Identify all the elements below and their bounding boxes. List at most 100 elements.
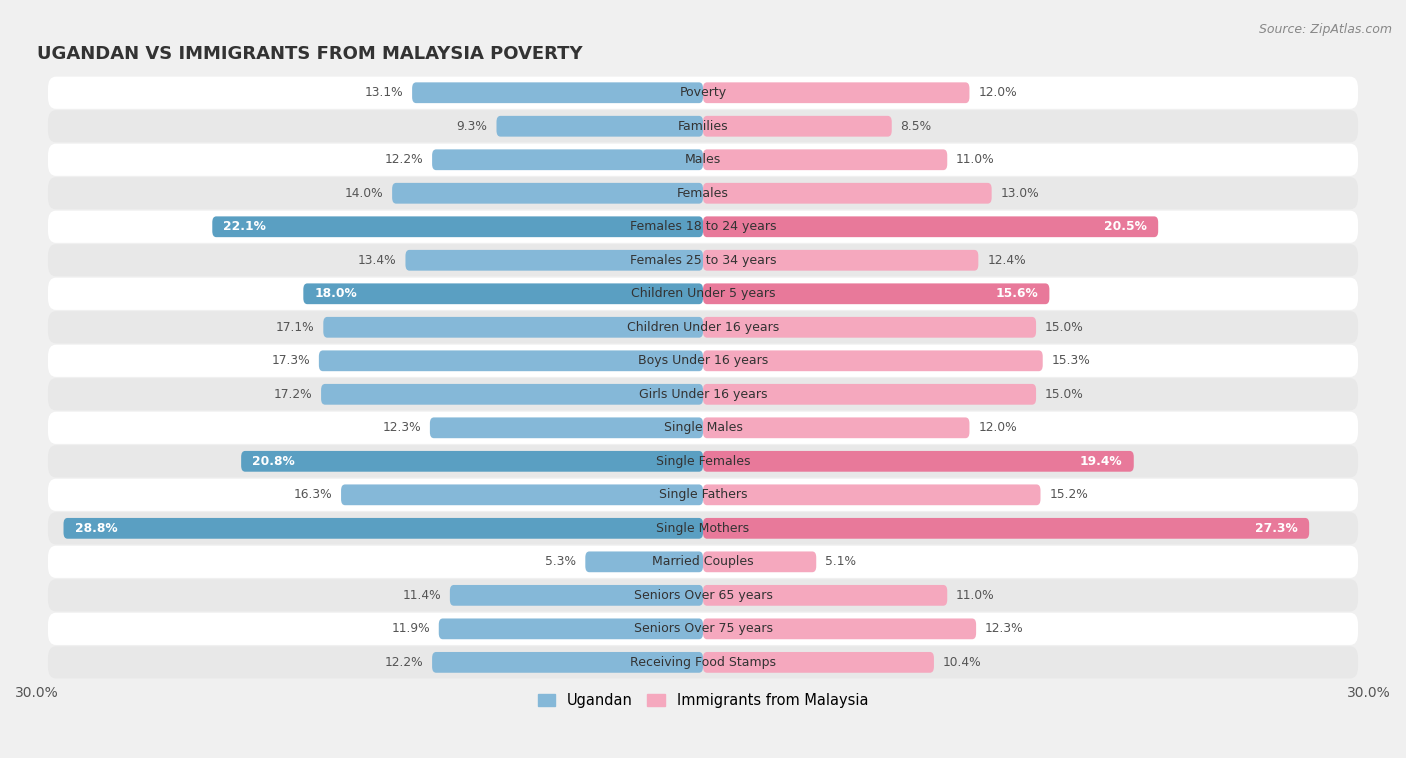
- Text: Children Under 16 years: Children Under 16 years: [627, 321, 779, 334]
- Text: Receiving Food Stamps: Receiving Food Stamps: [630, 656, 776, 669]
- FancyBboxPatch shape: [585, 552, 703, 572]
- FancyBboxPatch shape: [703, 317, 1036, 337]
- Text: 5.1%: 5.1%: [825, 556, 856, 568]
- FancyBboxPatch shape: [48, 211, 1358, 243]
- Text: 11.9%: 11.9%: [391, 622, 430, 635]
- Text: 17.1%: 17.1%: [276, 321, 315, 334]
- FancyBboxPatch shape: [703, 350, 1043, 371]
- Text: 12.2%: 12.2%: [385, 656, 423, 669]
- FancyBboxPatch shape: [48, 579, 1358, 612]
- Legend: Ugandan, Immigrants from Malaysia: Ugandan, Immigrants from Malaysia: [531, 688, 875, 714]
- Text: 27.3%: 27.3%: [1256, 522, 1298, 535]
- FancyBboxPatch shape: [323, 317, 703, 337]
- Text: Females 25 to 34 years: Females 25 to 34 years: [630, 254, 776, 267]
- FancyBboxPatch shape: [342, 484, 703, 506]
- Text: Males: Males: [685, 153, 721, 166]
- FancyBboxPatch shape: [48, 110, 1358, 143]
- Text: UGANDAN VS IMMIGRANTS FROM MALAYSIA POVERTY: UGANDAN VS IMMIGRANTS FROM MALAYSIA POVE…: [37, 45, 582, 64]
- FancyBboxPatch shape: [63, 518, 703, 539]
- FancyBboxPatch shape: [48, 177, 1358, 209]
- Text: Single Males: Single Males: [664, 421, 742, 434]
- FancyBboxPatch shape: [703, 183, 991, 204]
- FancyBboxPatch shape: [450, 585, 703, 606]
- FancyBboxPatch shape: [703, 384, 1036, 405]
- FancyBboxPatch shape: [703, 484, 1040, 506]
- FancyBboxPatch shape: [430, 418, 703, 438]
- FancyBboxPatch shape: [48, 144, 1358, 176]
- Text: 14.0%: 14.0%: [344, 186, 384, 200]
- FancyBboxPatch shape: [703, 116, 891, 136]
- FancyBboxPatch shape: [703, 418, 970, 438]
- FancyBboxPatch shape: [48, 647, 1358, 678]
- FancyBboxPatch shape: [703, 451, 1133, 471]
- FancyBboxPatch shape: [432, 149, 703, 170]
- Text: Married Couples: Married Couples: [652, 556, 754, 568]
- Text: 5.3%: 5.3%: [546, 556, 576, 568]
- FancyBboxPatch shape: [405, 250, 703, 271]
- FancyBboxPatch shape: [703, 619, 976, 639]
- Text: 13.1%: 13.1%: [364, 86, 404, 99]
- FancyBboxPatch shape: [48, 612, 1358, 645]
- Text: 11.0%: 11.0%: [956, 153, 995, 166]
- Text: 13.4%: 13.4%: [359, 254, 396, 267]
- Text: 18.0%: 18.0%: [315, 287, 357, 300]
- Text: Single Mothers: Single Mothers: [657, 522, 749, 535]
- Text: 11.4%: 11.4%: [402, 589, 441, 602]
- FancyBboxPatch shape: [703, 83, 970, 103]
- Text: 20.5%: 20.5%: [1104, 221, 1147, 233]
- Text: 17.3%: 17.3%: [271, 354, 309, 368]
- Text: 12.3%: 12.3%: [986, 622, 1024, 635]
- Text: 15.0%: 15.0%: [1045, 321, 1084, 334]
- Text: 8.5%: 8.5%: [901, 120, 932, 133]
- FancyBboxPatch shape: [319, 350, 703, 371]
- Text: 16.3%: 16.3%: [294, 488, 332, 501]
- FancyBboxPatch shape: [48, 312, 1358, 343]
- FancyBboxPatch shape: [48, 479, 1358, 511]
- Text: Poverty: Poverty: [679, 86, 727, 99]
- FancyBboxPatch shape: [703, 216, 1159, 237]
- Text: 12.0%: 12.0%: [979, 421, 1017, 434]
- Text: 22.1%: 22.1%: [224, 221, 266, 233]
- Text: 10.4%: 10.4%: [943, 656, 981, 669]
- Text: 15.2%: 15.2%: [1049, 488, 1088, 501]
- Text: 20.8%: 20.8%: [252, 455, 295, 468]
- Text: Families: Families: [678, 120, 728, 133]
- FancyBboxPatch shape: [432, 652, 703, 673]
- FancyBboxPatch shape: [321, 384, 703, 405]
- FancyBboxPatch shape: [48, 244, 1358, 277]
- Text: 15.3%: 15.3%: [1052, 354, 1091, 368]
- Text: 12.2%: 12.2%: [385, 153, 423, 166]
- FancyBboxPatch shape: [48, 412, 1358, 444]
- Text: 12.4%: 12.4%: [987, 254, 1026, 267]
- Text: 15.6%: 15.6%: [995, 287, 1038, 300]
- Text: Children Under 5 years: Children Under 5 years: [631, 287, 775, 300]
- FancyBboxPatch shape: [48, 546, 1358, 578]
- FancyBboxPatch shape: [48, 378, 1358, 410]
- FancyBboxPatch shape: [703, 652, 934, 673]
- FancyBboxPatch shape: [703, 585, 948, 606]
- Text: 13.0%: 13.0%: [1001, 186, 1039, 200]
- FancyBboxPatch shape: [703, 149, 948, 170]
- Text: Females 18 to 24 years: Females 18 to 24 years: [630, 221, 776, 233]
- Text: 12.3%: 12.3%: [382, 421, 420, 434]
- Text: Source: ZipAtlas.com: Source: ZipAtlas.com: [1258, 23, 1392, 36]
- FancyBboxPatch shape: [392, 183, 703, 204]
- FancyBboxPatch shape: [48, 445, 1358, 478]
- Text: Seniors Over 65 years: Seniors Over 65 years: [634, 589, 772, 602]
- Text: 11.0%: 11.0%: [956, 589, 995, 602]
- FancyBboxPatch shape: [703, 518, 1309, 539]
- Text: Girls Under 16 years: Girls Under 16 years: [638, 388, 768, 401]
- Text: 9.3%: 9.3%: [457, 120, 488, 133]
- Text: Single Females: Single Females: [655, 455, 751, 468]
- FancyBboxPatch shape: [304, 283, 703, 304]
- Text: 15.0%: 15.0%: [1045, 388, 1084, 401]
- Text: 17.2%: 17.2%: [274, 388, 312, 401]
- FancyBboxPatch shape: [48, 77, 1358, 109]
- FancyBboxPatch shape: [439, 619, 703, 639]
- FancyBboxPatch shape: [242, 451, 703, 471]
- FancyBboxPatch shape: [212, 216, 703, 237]
- FancyBboxPatch shape: [703, 283, 1049, 304]
- Text: Seniors Over 75 years: Seniors Over 75 years: [634, 622, 772, 635]
- FancyBboxPatch shape: [496, 116, 703, 136]
- Text: 19.4%: 19.4%: [1080, 455, 1122, 468]
